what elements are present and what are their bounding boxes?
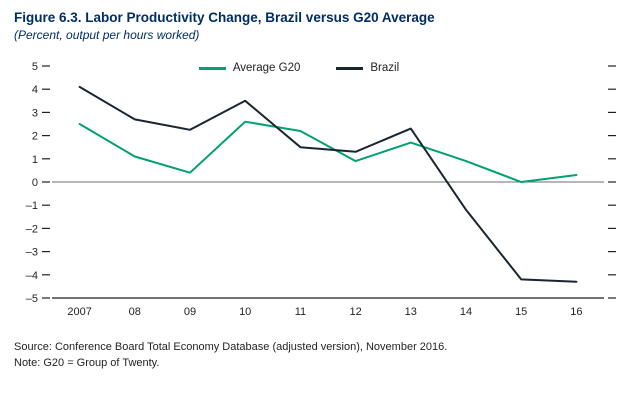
x-tick-label: 08 [129, 306, 141, 318]
y-tick-label: –4 [26, 270, 38, 282]
series-line-brazil [78, 86, 578, 284]
y-tick-label: –3 [26, 247, 38, 259]
chart-area: 5 4 3 2 1 0 –1 –2 –3 –4 –5 2007 08 09 10 11 12 13 14 15 16 A… [14, 46, 616, 332]
g20-note: Note: G20 = Group of Twenty. [14, 357, 160, 370]
y-tick-label: –2 [26, 224, 38, 236]
y-tick-label: 0 [32, 177, 38, 189]
y-tick-label: 2 [32, 131, 38, 143]
x-tick-label: 11 [295, 306, 306, 318]
x-tick-label: 14 [460, 306, 472, 318]
figure-title: Figure 6.3. Labor Productivity Change, B… [14, 10, 435, 25]
y-tick-label: 1 [32, 154, 38, 166]
y-tick-label: 4 [32, 84, 38, 96]
x-tick-label: 2007 [67, 306, 91, 318]
x-tick-label: 10 [239, 306, 251, 318]
figure-subtitle: (Percent, output per hours worked) [14, 27, 200, 42]
x-tick-label: 13 [405, 306, 417, 318]
x-tick-label: 12 [349, 306, 361, 318]
y-tick-label: 5 [32, 61, 38, 73]
x-tick-label: 09 [184, 306, 196, 318]
y-tick-label: –1 [26, 200, 38, 212]
series-line-average-g20 [78, 120, 578, 184]
x-tick-label: 15 [515, 306, 527, 318]
x-tick-label: 16 [570, 306, 582, 318]
y-tick-label: 3 [32, 108, 38, 120]
source-note: Source: Conference Board Total Economy D… [14, 341, 448, 354]
y-tick-label: –5 [26, 293, 38, 305]
